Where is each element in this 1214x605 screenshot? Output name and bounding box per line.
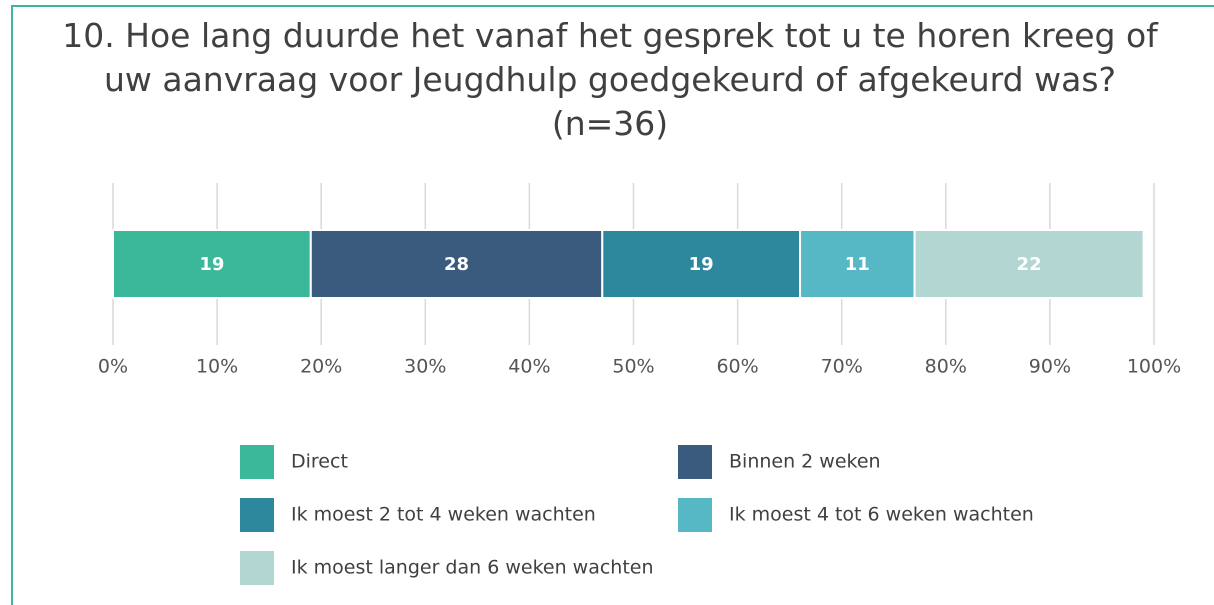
chart-title: 10. Hoe lang duurde het vanaf het gespre… [62,16,1158,143]
bar-segment [309,229,604,299]
legend-swatch [678,445,712,479]
x-tick-label: 10% [196,356,238,378]
bar-segment [913,229,1145,299]
x-tick-label: 100% [1127,356,1181,378]
legend-swatch [240,498,274,532]
data-label: 19 [199,254,224,275]
legend-label: Binnen 2 weken [729,451,881,473]
legend-swatch [240,551,274,585]
data-label: 19 [689,254,714,275]
bar-segment [112,229,312,299]
legend-label: Ik moest langer dan 6 weken wachten [291,557,654,579]
data-label: 28 [444,254,469,275]
x-tick-label: 20% [300,356,342,378]
legend-label: Direct [291,451,348,473]
x-tick-label: 0% [98,356,128,378]
x-tick-label: 70% [821,356,863,378]
x-tick-label: 90% [1029,356,1071,378]
legend-swatch [678,498,712,532]
data-label: 11 [845,254,870,275]
x-tick-label: 60% [716,356,758,378]
bar-segment [799,229,916,299]
x-tick-label: 40% [508,356,550,378]
legend-swatch [240,445,274,479]
legend-label: Ik moest 4 tot 6 weken wachten [729,504,1034,526]
legend-label: Ik moest 2 tot 4 weken wachten [291,504,596,526]
x-tick-label: 50% [612,356,654,378]
x-tick-label: 80% [925,356,967,378]
x-tick-label: 30% [404,356,446,378]
bar-segment [601,229,802,299]
data-label: 22 [1017,254,1042,275]
frame [11,5,1214,605]
